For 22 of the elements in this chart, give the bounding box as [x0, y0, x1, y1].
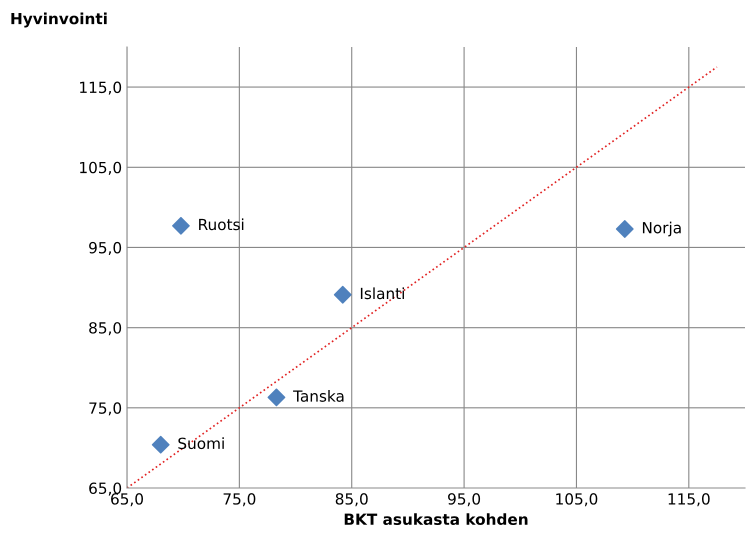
x-tick-label: 115,0 — [668, 493, 710, 506]
y-tick-label: 105,0 — [80, 162, 122, 175]
point — [152, 436, 170, 454]
annotation: Ruotsi — [199, 218, 244, 230]
point — [616, 220, 634, 238]
x-tick-label: 75,0 — [224, 493, 256, 506]
x-tick-label: 105,0 — [556, 493, 598, 506]
point — [172, 216, 190, 235]
y-tick-label: 115,0 — [80, 82, 122, 95]
point — [268, 388, 286, 406]
annotation: Tanska — [293, 390, 344, 402]
annotation: Suomi — [178, 437, 224, 450]
y-tick-label: 75,0 — [89, 402, 122, 416]
annotation: Norja — [642, 222, 681, 236]
point — [334, 286, 352, 304]
x-axis-title: BKT asukasta kohden — [344, 513, 528, 526]
annotation: Islanti — [360, 287, 404, 300]
x-tick-label: 95,0 — [448, 493, 480, 506]
x-tick-label: 85,0 — [336, 493, 368, 506]
y-tick-label: 85,0 — [89, 322, 122, 336]
y-tick-label: 95,0 — [89, 242, 122, 256]
y-axis-title: Hyvinvointi — [11, 12, 107, 28]
